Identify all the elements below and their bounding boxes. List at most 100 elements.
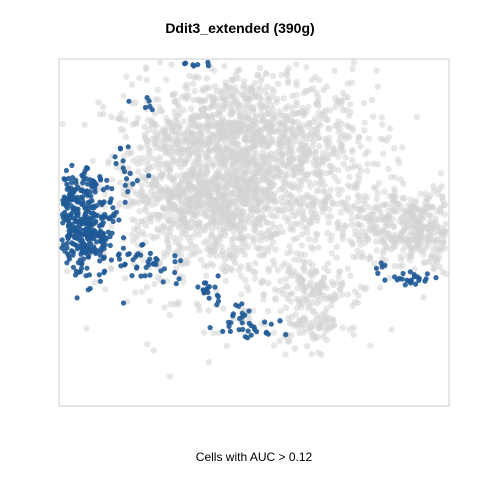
background-cell-point-1345 [176, 157, 183, 164]
high-auc-cell-point-379 [125, 251, 131, 258]
high-auc-cell-point-43 [72, 242, 78, 248]
background-cell-point-2042 [240, 84, 247, 92]
background-cell-point-287 [225, 246, 233, 254]
background-cell-point-1220 [288, 223, 295, 230]
background-cell-point-2792 [426, 227, 433, 234]
background-cell-point-2541 [412, 197, 420, 205]
high-auc-cell-point-350 [104, 177, 110, 183]
background-cell-point-2892 [386, 274, 394, 282]
background-cells [59, 59, 450, 380]
background-cell-point-1942 [355, 175, 363, 182]
background-cell-point-2773 [440, 238, 447, 245]
background-cell-point-3052 [174, 145, 181, 153]
background-cell-point-2816 [379, 228, 386, 235]
background-cell-point-1304 [335, 153, 342, 160]
background-cell-point-2594 [373, 247, 380, 254]
background-cell-point-193 [420, 294, 427, 301]
background-cell-point-2376 [144, 157, 151, 164]
background-cell-point-981 [201, 239, 208, 246]
background-cell-point-1493 [333, 99, 340, 106]
background-cell-point-959 [413, 113, 421, 121]
background-cell-point-1667 [282, 105, 289, 112]
background-cell-point-279 [210, 330, 217, 337]
background-cell-point-2043 [200, 85, 207, 92]
background-cell-point-1990 [189, 114, 196, 121]
high-auc-cell-point-313 [97, 176, 104, 182]
high-auc-cell-point-484 [117, 146, 124, 152]
background-cell-point-1325 [154, 233, 161, 240]
background-cell-point-1423 [245, 265, 252, 272]
high-auc-cell-point-506 [382, 277, 388, 283]
background-cell-point-2714 [415, 219, 422, 226]
background-cell-point-2035 [169, 91, 176, 98]
high-auc-cell-point-486 [113, 160, 119, 167]
background-cell-point-2876 [274, 287, 282, 295]
high-auc-cell-point-429 [239, 320, 245, 326]
high-auc-cell-point-224 [97, 258, 103, 264]
background-cell-point-2447 [166, 151, 174, 158]
background-cell-point-2098 [256, 198, 263, 206]
background-cell-point-1584 [362, 150, 369, 158]
background-cell-point-1988 [238, 109, 246, 116]
background-cell-point-1274 [281, 194, 289, 201]
background-cell-point-2040 [232, 100, 239, 107]
background-cell-point-1356 [385, 134, 392, 141]
background-cell-point-2026 [238, 91, 245, 98]
background-cell-point-840 [303, 194, 311, 201]
background-cell-point-1413 [267, 243, 274, 250]
background-cell-point-1868 [323, 116, 330, 124]
background-cell-point-1276 [349, 127, 357, 134]
high-auc-cell-point-271 [59, 245, 65, 251]
background-cell-point-1084 [313, 187, 320, 195]
background-cell-point-1939 [282, 113, 289, 120]
background-cell-point-2996 [331, 292, 339, 300]
background-cell-point-2858 [238, 291, 245, 298]
background-cell-point-2692 [437, 170, 444, 177]
high-auc-cell-point-435 [262, 319, 268, 325]
background-cell-point-1642 [268, 102, 275, 109]
background-cell-point-2117 [248, 201, 255, 208]
background-cell-point-1810 [232, 166, 239, 174]
x-axis-label: Cells with AUC > 0.12 [195, 450, 313, 464]
background-cell-point-1435 [222, 268, 229, 275]
background-cell-point-1368 [227, 251, 234, 259]
background-cell-point-2072 [209, 132, 216, 139]
background-cell-point-2622 [374, 190, 381, 197]
background-cell-point-2579 [357, 207, 364, 215]
high-auc-cell-point-433 [239, 314, 245, 320]
background-cell-point-1762 [299, 177, 306, 184]
background-cell-point-1908 [289, 184, 296, 191]
background-cell-point-2967 [271, 342, 278, 349]
high-auc-cell-point-396 [153, 256, 159, 262]
background-cell-point-1983 [207, 103, 215, 111]
background-cell-point-2070 [241, 113, 248, 121]
background-cell-point-3015 [302, 325, 309, 332]
background-cell-point-207 [309, 142, 316, 150]
background-cell-point-2448 [188, 168, 195, 175]
background-cell-point-527 [328, 213, 335, 220]
background-cell-point-1874 [319, 157, 327, 164]
high-auc-cell-point-345 [75, 199, 81, 205]
background-cell-point-73 [291, 256, 298, 263]
background-cell-point-3033 [185, 129, 192, 136]
background-cell-point-1354 [260, 291, 267, 299]
background-cell-point-1335 [300, 224, 307, 231]
background-cell-point-281 [346, 173, 353, 180]
background-cell-point-697 [107, 264, 115, 272]
background-cell-point-1246 [191, 158, 199, 165]
background-cell-point-2355 [217, 232, 225, 240]
background-cell-point-1329 [375, 180, 383, 187]
background-cell-point-3048 [161, 143, 168, 151]
high-auc-cell-point-351 [72, 206, 78, 213]
background-cell-point-2814 [439, 268, 446, 275]
high-auc-cell-point-267 [78, 216, 84, 222]
background-cell-point-440 [399, 144, 406, 151]
high-auc-cell-point-282 [70, 226, 76, 232]
background-cell-point-1385 [274, 267, 282, 274]
background-cell-point-2150 [268, 179, 276, 186]
high-auc-cell-point-437 [283, 332, 289, 338]
background-cell-point-2032 [226, 110, 233, 117]
high-auc-cell-point-235 [98, 238, 104, 244]
background-cell-point-1688 [285, 162, 292, 169]
background-cell-point-720 [262, 245, 269, 252]
